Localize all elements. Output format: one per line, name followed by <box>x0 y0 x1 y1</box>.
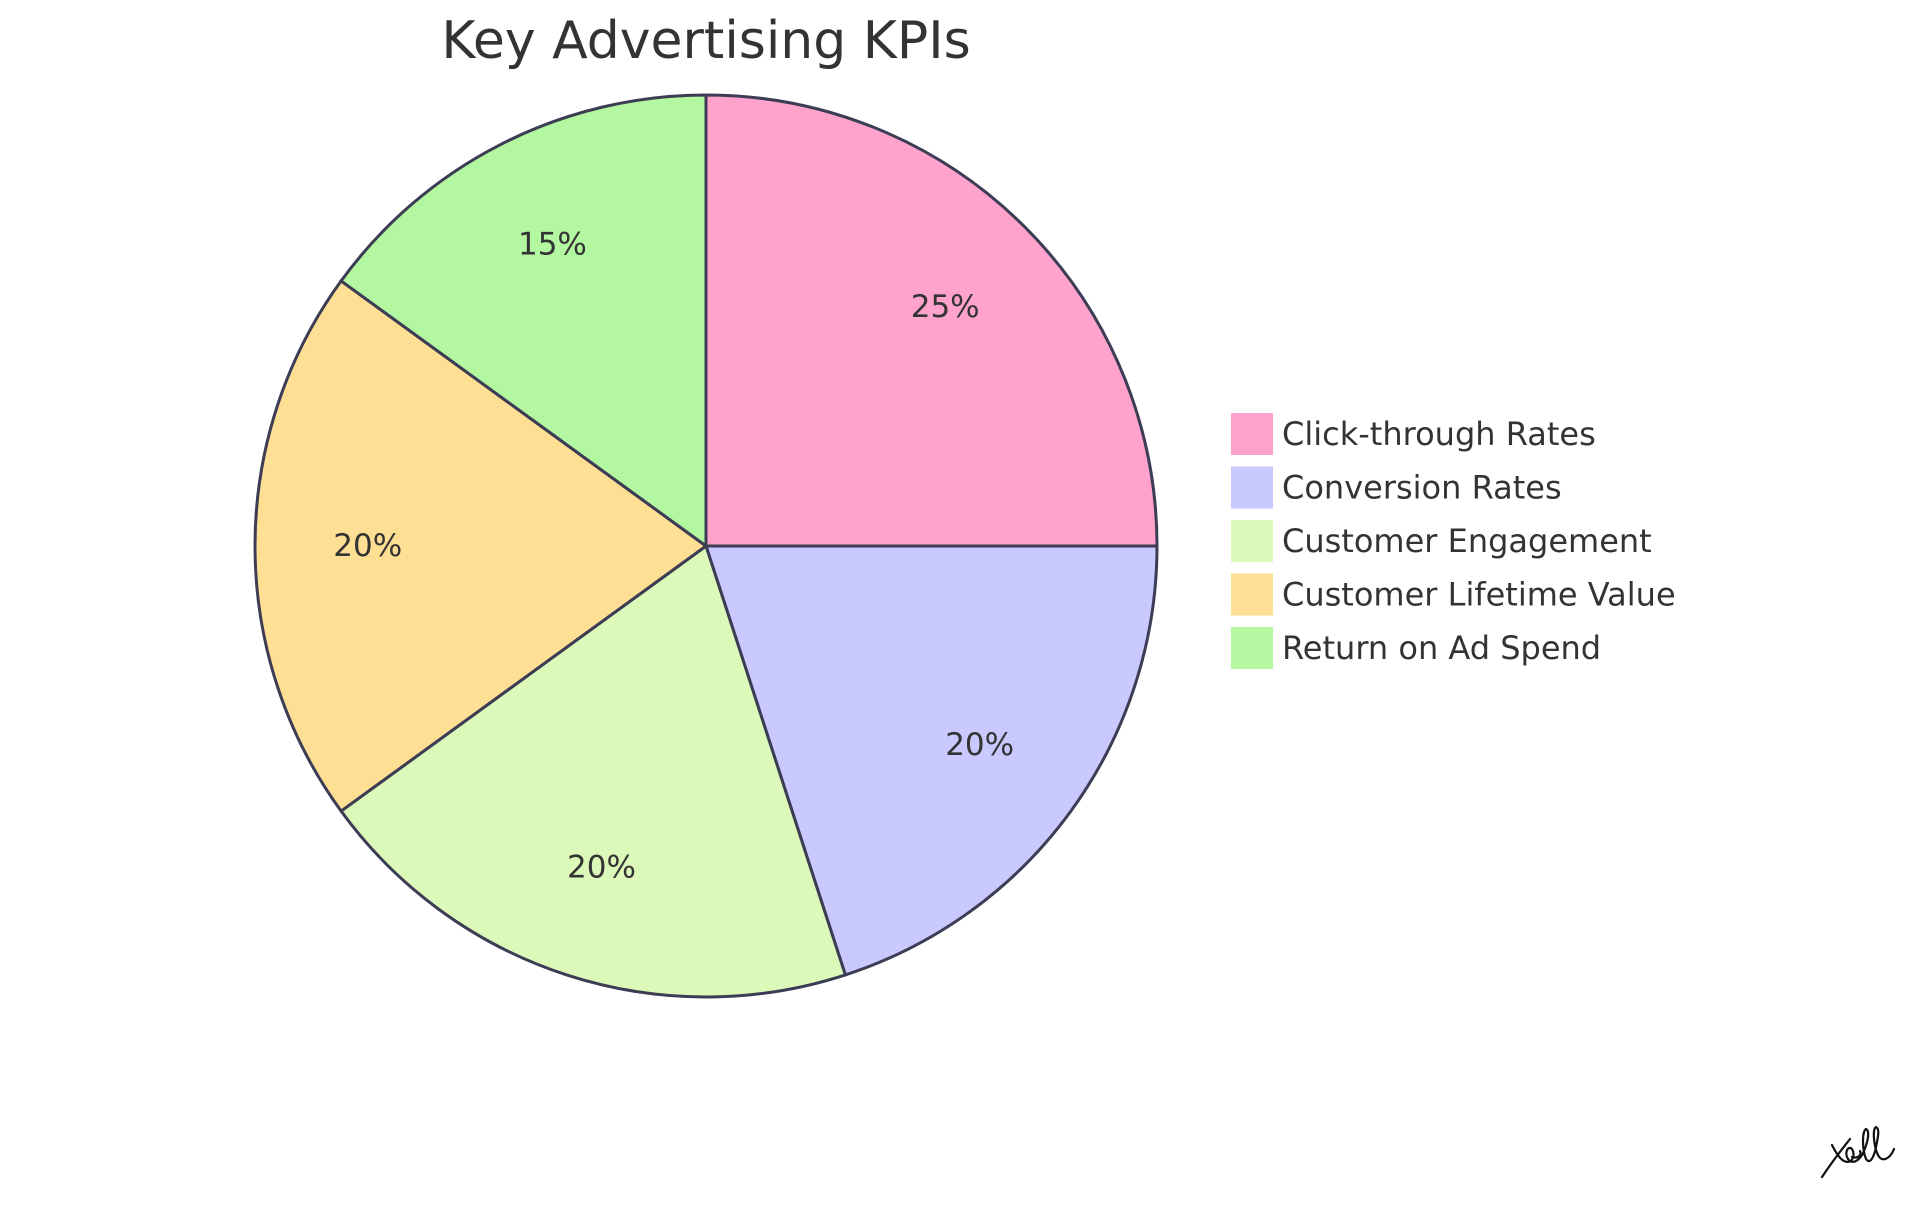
legend-label-click-through-rates: Click-through Rates <box>1282 415 1596 453</box>
legend-swatch-click-through-rates <box>1229 411 1275 457</box>
legend-swatch-customer-lifetime-value <box>1229 571 1275 618</box>
legend-swatch-customer-engagement <box>1229 518 1275 564</box>
legend-label-customer-engagement: Customer Engagement <box>1282 522 1652 560</box>
pie-slice-click-through-rates <box>704 93 1159 548</box>
pie-slice-customer-engagement <box>339 543 848 999</box>
pie-slice-return-on-ad-spend <box>339 93 708 549</box>
slice-percent-labels: 25% 20% 20% 20% 15% <box>333 227 1014 886</box>
slice-label-conversion-rates: 20% <box>945 727 1014 763</box>
pie-slice-conversion-rates <box>703 544 1159 977</box>
legend-label-return-on-ad-spend: Return on Ad Spend <box>1282 629 1601 667</box>
legend-label-conversion-rates: Conversion Rates <box>1282 469 1562 507</box>
legend-swatch-return-on-ad-spend <box>1229 625 1275 671</box>
slice-label-customer-engagement: 20% <box>567 850 636 886</box>
slice-label-click-through-rates: 25% <box>911 289 980 325</box>
pie-slice-customer-lifetime-value <box>253 278 709 814</box>
legend-swatch-conversion-rates <box>1229 464 1275 511</box>
slice-label-customer-lifetime-value: 20% <box>333 528 402 564</box>
legend-label-customer-lifetime-value: Customer Lifetime Value <box>1282 576 1676 614</box>
pie-slices <box>253 93 1159 999</box>
legend: Click-through Rates Conversion Rates Custo… <box>1229 411 1676 671</box>
chart-title: Key Advertising KPIs <box>441 11 970 71</box>
signature-watermark <box>1820 1125 1896 1179</box>
slice-label-return-on-ad-spend: 15% <box>518 227 587 263</box>
